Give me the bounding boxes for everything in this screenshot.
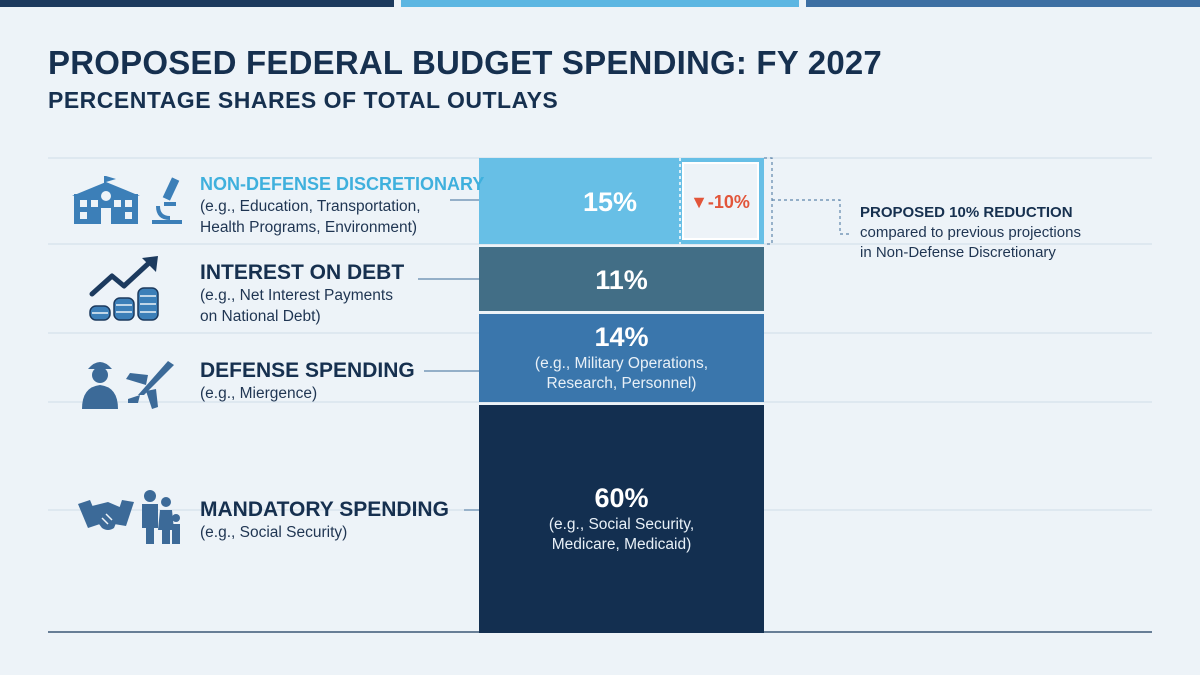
handshake-icon xyxy=(78,490,180,544)
category-desc-line: (e.g., Miergence) xyxy=(200,385,318,402)
bar-segments xyxy=(479,158,764,633)
bar-value-label: 60% xyxy=(594,483,648,513)
annotation-leader xyxy=(772,199,852,235)
top-accent-bar-mid xyxy=(806,0,1200,7)
category-name: MANDATORY SPENDING xyxy=(200,498,449,521)
category-name: DEFENSE SPENDING xyxy=(200,359,415,382)
family-icon xyxy=(142,490,180,544)
reduction-box xyxy=(682,162,759,240)
school-icon xyxy=(72,176,182,224)
category-desc-line: (e.g., Social Security) xyxy=(200,524,348,541)
soldier-icon xyxy=(82,361,174,409)
annotation-line: in Non-Defense Discretionary xyxy=(860,244,1056,261)
category-mandatory: MANDATORY SPENDING (e.g., Social Securit… xyxy=(200,498,449,543)
bar-value-label: 14% xyxy=(594,322,648,352)
microscope-icon xyxy=(152,177,182,224)
rising-arrow-icon xyxy=(89,256,159,321)
fighter-jet-icon xyxy=(126,361,174,409)
bar-value-label: 11% xyxy=(595,265,648,295)
bar-inner-desc: (e.g., Social Security, xyxy=(549,516,694,533)
chart-title: PROPOSED FEDERAL BUDGET SPENDING: FY 202… xyxy=(48,44,882,81)
category-desc-line: Health Programs, Environment) xyxy=(200,219,418,236)
category-non-defense: NON-DEFENSE DISCRETIONARY (e.g., Educati… xyxy=(200,172,484,238)
bar-value-label: 15% xyxy=(583,187,637,217)
bar-labels: 15% ▼-10% 11% 14% (e.g., Military Operations… xyxy=(535,187,750,553)
top-accent-bar-light xyxy=(401,0,799,7)
category-interest: INTEREST ON DEBT (e.g., Net Interest Pay… xyxy=(200,261,404,327)
bar-segment-defense xyxy=(479,314,764,402)
chart-subtitle: PERCENTAGE SHARES OF TOTAL OUTLAYS xyxy=(48,87,559,113)
category-name: NON-DEFENSE DISCRETIONARY xyxy=(200,174,485,194)
coin-stacks-icon xyxy=(89,287,159,321)
reduction-annotation: PROPOSED 10% REDUCTION compared to previ… xyxy=(860,203,1081,263)
category-name: INTEREST ON DEBT xyxy=(200,261,405,284)
reduction-change-label: ▼-10% xyxy=(690,192,750,212)
bar-inner-desc: Research, Personnel) xyxy=(547,375,697,392)
category-desc-line: (e.g., Education, Transportation, xyxy=(200,198,421,215)
annotation-title: PROPOSED 10% REDUCTION xyxy=(860,204,1073,221)
annotation-bracket xyxy=(764,157,773,245)
annotation-line: compared to previous projections xyxy=(860,224,1081,241)
connector-lines xyxy=(418,157,852,511)
bar-segment-mandatory xyxy=(479,405,764,633)
bar-segment-interest xyxy=(479,247,764,311)
category-desc-line: on National Debt) xyxy=(200,308,321,325)
category-defense: DEFENSE SPENDING (e.g., Miergence) xyxy=(200,359,415,404)
top-accent-bar-dark xyxy=(0,0,394,7)
bar-inner-desc: Medicare, Medicaid) xyxy=(552,536,692,553)
bar-inner-desc: (e.g., Military Operations, xyxy=(535,355,708,372)
category-desc-line: (e.g., Net Interest Payments xyxy=(200,287,393,304)
